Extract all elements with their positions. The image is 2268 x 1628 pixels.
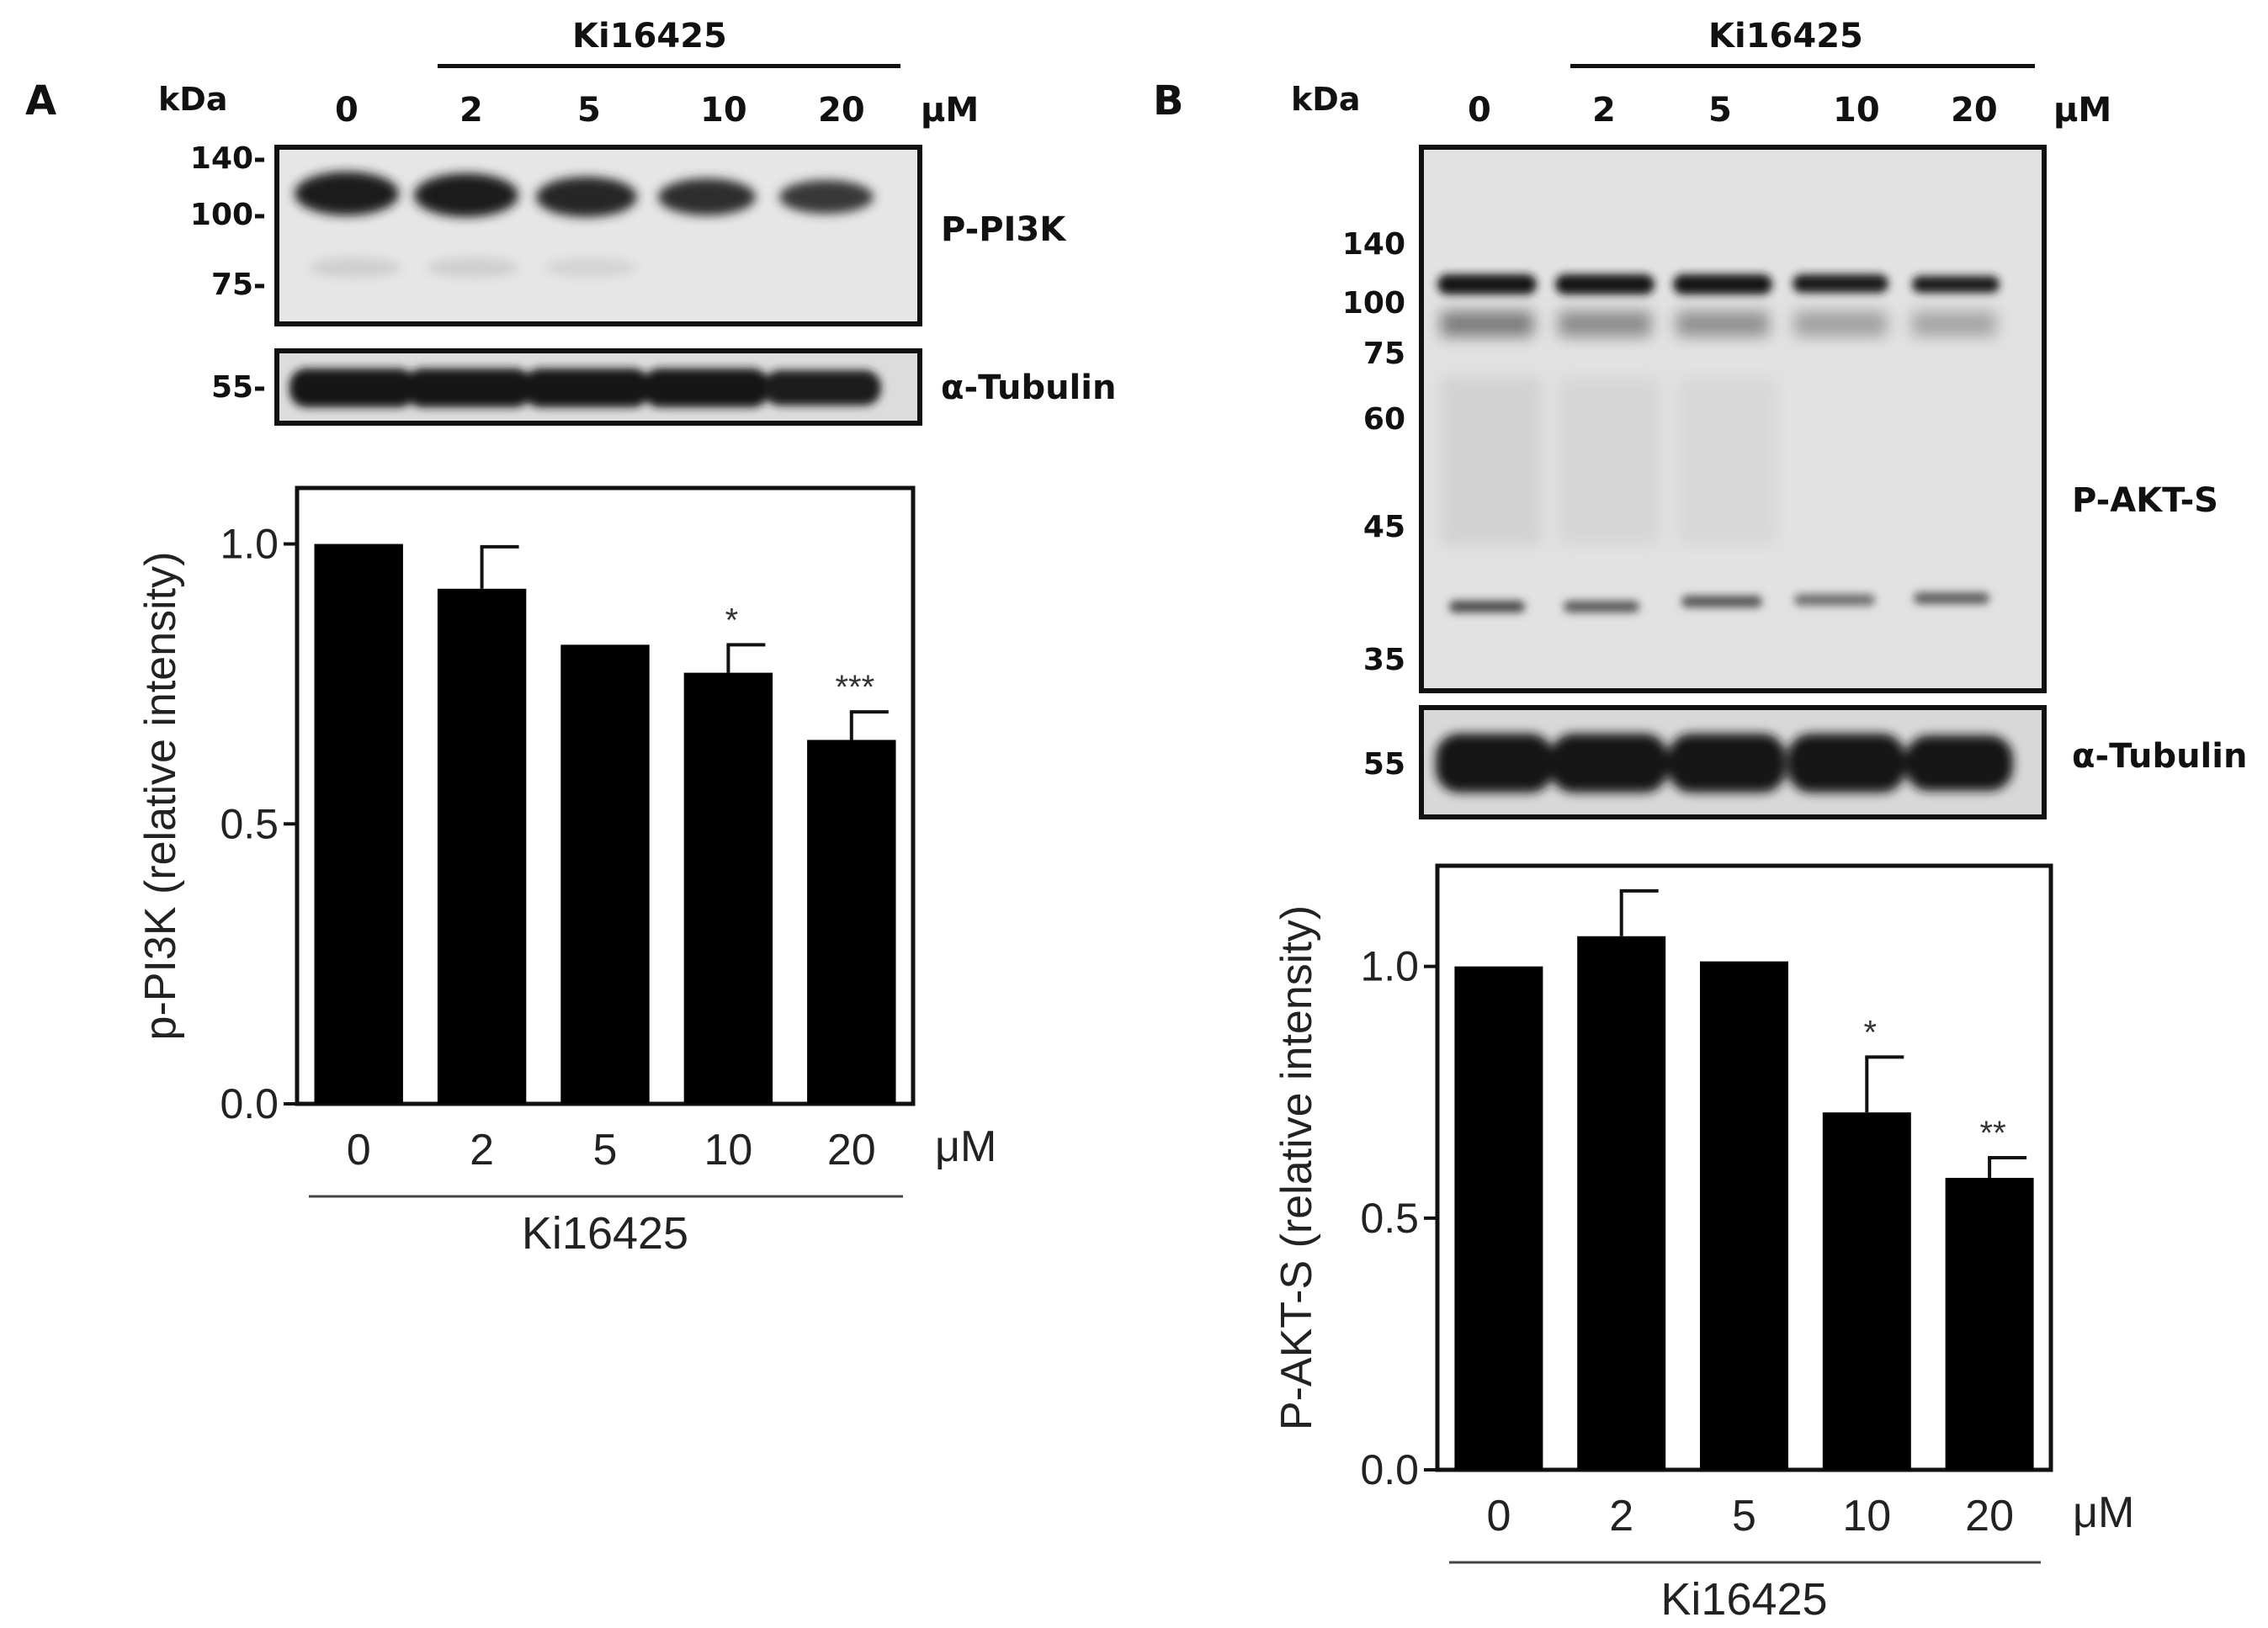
panel-b-kda-label: kDa: [1291, 81, 1361, 118]
x-axis-label: Ki16425: [522, 1208, 688, 1259]
y-tick-label: 0.5: [220, 800, 279, 847]
x-tick-label: 10: [1842, 1492, 1891, 1541]
lane-label: 20: [1951, 91, 1998, 130]
x-tick-label: 10: [704, 1126, 752, 1175]
blot-p-akt-s-bands: [1437, 274, 2000, 612]
x-tick-label: 2: [1609, 1492, 1633, 1541]
blot-tubulin-b-label: α-Tubulin: [2072, 737, 2248, 776]
bar: [1822, 1112, 1911, 1470]
panel-a-letter: A: [25, 77, 57, 125]
x-tick-label: 5: [1732, 1492, 1756, 1541]
panel-a-treatment-label: Ki16425: [572, 17, 727, 56]
y-axis-label: p-PI3K (relative intensity): [136, 552, 185, 1041]
mw-marker: 35: [1362, 643, 1405, 677]
x-unit-label: μM: [935, 1122, 996, 1171]
blot-tubulin-a: [274, 348, 922, 426]
lane-label: 5: [577, 91, 601, 130]
blot-p-pi3k-bands: [295, 172, 874, 278]
y-tick-label: 0.5: [1360, 1195, 1419, 1242]
bar: [807, 740, 896, 1104]
mw-marker: 75: [1362, 337, 1405, 371]
bar: [1700, 961, 1788, 1470]
lane-label: 10: [700, 91, 747, 130]
x-tick-label: 20: [827, 1126, 876, 1175]
blot-tubulin-a-label: α-Tubulin: [941, 369, 1117, 407]
bar: [560, 644, 650, 1104]
y-tick-label: 0.0: [1360, 1446, 1419, 1493]
x-tick-label: 0: [1486, 1492, 1511, 1541]
mw-marker: 75-: [210, 268, 266, 302]
x-tick-label: 0: [347, 1126, 371, 1175]
mw-marker: 100-: [189, 198, 266, 232]
panel-a-treatment-line: [438, 64, 900, 68]
lane-label: 0: [335, 91, 359, 130]
blot-tubulin-b-bands: [1436, 734, 2013, 793]
unit-label: μM: [2053, 91, 2112, 130]
significance-label: *: [1864, 1014, 1878, 1051]
significance-label: *: [725, 602, 739, 639]
x-tick-label: 5: [593, 1126, 618, 1175]
bar: [437, 588, 527, 1104]
blot-p-akt-s-label: P-AKT-S: [2072, 481, 2218, 520]
mw-marker: 60: [1362, 402, 1405, 437]
x-axis-label: Ki16425: [1660, 1574, 1827, 1624]
blot-tubulin-b: [1419, 705, 2047, 819]
blot-p-akt-s: [1419, 145, 2047, 693]
lane-label: 2: [459, 91, 483, 130]
lane-label: 10: [1833, 91, 1880, 130]
mw-marker: 140-: [189, 141, 266, 176]
panel-b-letter: B: [1153, 77, 1184, 125]
significance-label: ***: [835, 669, 874, 706]
mw-marker: 55: [1362, 747, 1405, 782]
y-tick-label: 0.0: [220, 1080, 279, 1127]
x-tick-label: 2: [470, 1126, 494, 1175]
x-unit-label: μM: [2073, 1488, 2134, 1537]
y-axis-label: P-AKT-S (relative intensity): [1272, 905, 1321, 1430]
y-tick-label: 1.0: [1360, 943, 1419, 990]
chart-b: 0.0 0.5 1.0 P-AKT-S (relative intensity) 0 2 5…: [1272, 863, 2134, 1624]
unit-label: μM: [921, 91, 980, 130]
x-tick-label: 20: [1965, 1492, 2014, 1541]
bar: [314, 544, 403, 1104]
bar: [1454, 966, 1543, 1470]
lane-label: 2: [1592, 91, 1616, 130]
panel-b-treatment-label: Ki16425: [1708, 17, 1863, 56]
significance-label: **: [1980, 1115, 2006, 1152]
blot-p-pi3k: [274, 145, 922, 326]
bar: [1945, 1177, 2034, 1470]
mw-marker: 55-: [210, 370, 266, 405]
mw-marker: 140: [1341, 227, 1405, 262]
lane-label: 0: [1468, 91, 1491, 130]
y-tick-label: 1.0: [220, 521, 279, 568]
lane-label: 5: [1708, 91, 1732, 130]
panel-a-kda-label: kDa: [158, 81, 228, 118]
panel-b-treatment-line: [1570, 64, 2035, 68]
mw-marker: 100: [1341, 286, 1405, 321]
blot-tubulin-a-bands: [289, 369, 881, 407]
bar: [683, 672, 773, 1104]
bar: [1577, 936, 1666, 1470]
chart-a: 0.0 0.5 1.0 p-PI3K (relative intensity) 0 2 5 *…: [136, 485, 996, 1259]
blot-p-pi3k-label: P-PI3K: [941, 210, 1066, 249]
mw-marker: 45: [1362, 510, 1405, 544]
lane-label: 20: [818, 91, 865, 130]
